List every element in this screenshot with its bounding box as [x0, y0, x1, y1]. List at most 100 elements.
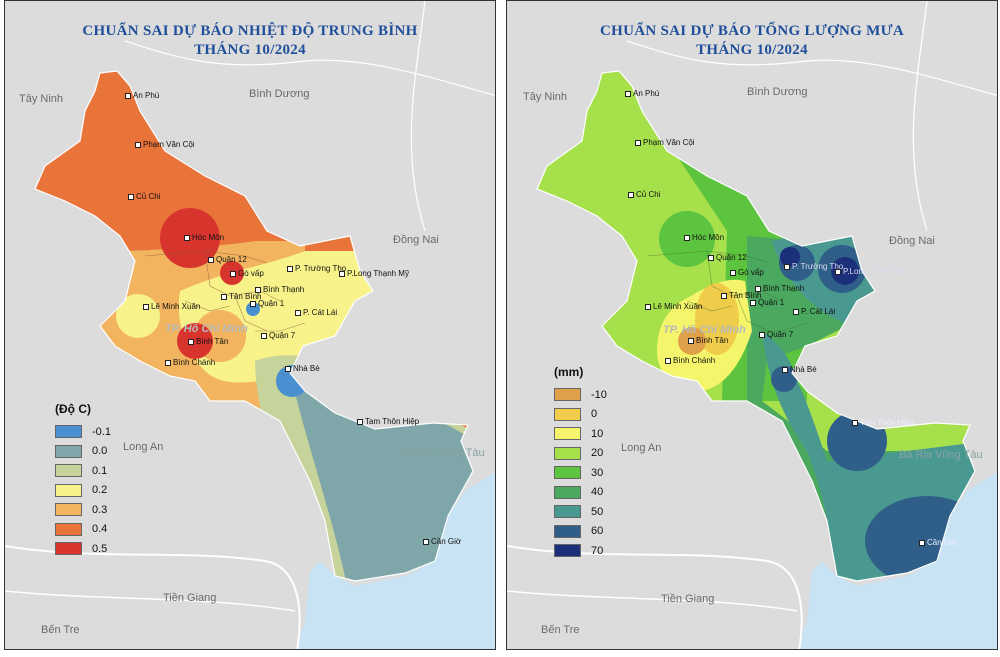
place-marker: Bình Tân — [688, 336, 728, 345]
legend-row: 0.3 — [55, 500, 111, 520]
legend-row: -10 — [554, 385, 607, 405]
legend-row: 40 — [554, 483, 607, 503]
district-borders — [144, 250, 306, 332]
place-marker: Bình Tân — [188, 337, 228, 346]
legend-row: 0.1 — [55, 461, 111, 481]
legend-swatch — [554, 524, 581, 538]
rainfall-legend: (mm) -10 0 10 20 30 40 50 60 70 — [554, 365, 607, 561]
legend-row: 0.5 — [55, 539, 111, 559]
point-icon — [188, 338, 194, 345]
legend-label: 0.1 — [92, 464, 108, 477]
region-label: Bà Rịa Vũng Tàu — [899, 449, 983, 461]
place-marker: Gò vấp — [230, 269, 264, 278]
legend-swatch — [554, 505, 581, 519]
place-marker: Hóc Môn — [684, 233, 724, 242]
legend-swatch — [554, 466, 581, 480]
place-marker: Quận 7 — [261, 331, 295, 340]
legend-swatch — [55, 483, 82, 497]
legend-swatch — [554, 446, 581, 460]
legend-label: -10 — [591, 388, 607, 401]
point-icon — [261, 332, 267, 339]
point-icon — [688, 337, 694, 344]
legend-swatch — [554, 427, 581, 441]
province-border — [912, 1, 928, 232]
legend-label: 0.5 — [92, 542, 108, 555]
point-icon — [128, 193, 134, 200]
rainfall-anomaly-map: CHUẨN SAI DỰ BÁO TỔNG LƯỢNG MƯA THÁNG 10… — [506, 0, 998, 650]
river — [5, 590, 296, 612]
region-label: Đồng Nai — [889, 235, 935, 247]
river — [507, 590, 798, 612]
legend-label: 0.2 — [92, 484, 108, 497]
legend-label: 20 — [591, 447, 604, 460]
point-icon — [625, 90, 631, 97]
district-borders — [646, 250, 808, 332]
place-marker: Cần Giờ — [919, 538, 957, 547]
province-outline — [536, 70, 976, 582]
legend-swatch — [55, 503, 82, 517]
region-label: Bình Dương — [747, 86, 808, 98]
place-marker: Gò vấp — [730, 268, 764, 277]
place-marker: Quận 12 — [208, 255, 247, 264]
place-marker: Phạm Văn Cội — [135, 140, 195, 149]
region-label: Long An — [621, 442, 662, 454]
legend-title: (mm) — [554, 365, 584, 379]
place-marker: Bình Thạnh — [255, 285, 304, 294]
legend-swatch — [554, 485, 581, 499]
region-label: Bến Tre — [41, 624, 80, 636]
legend-label: 0 — [591, 408, 598, 421]
sea — [797, 472, 997, 649]
city-label: TP. Hồ Chí Minh — [165, 323, 248, 335]
legend-row: 0.2 — [55, 481, 111, 501]
point-icon — [635, 139, 641, 146]
province-border — [410, 1, 426, 232]
place-marker: Lê Minh Xuân — [143, 302, 200, 311]
place-marker: Hóc Môn — [184, 233, 224, 242]
legend-row: 10 — [554, 424, 607, 444]
legend-swatch — [55, 444, 82, 458]
point-icon — [165, 359, 171, 366]
legend-row: 0 — [554, 405, 607, 425]
point-icon — [184, 234, 190, 241]
point-icon — [730, 269, 736, 276]
region-label: Bà Rịa Vũng Tàu — [401, 447, 485, 459]
point-icon — [357, 418, 363, 425]
place-marker: P. Cát Lái — [793, 307, 835, 316]
legend-swatch — [55, 542, 82, 556]
place-marker: Bình Chánh — [665, 356, 715, 365]
point-icon — [339, 270, 345, 277]
legend-label: 10 — [591, 427, 604, 440]
title-line-2: THÁNG 10/2024 — [194, 42, 306, 58]
legend-swatch — [554, 388, 581, 402]
region-label: Tiền Giang — [163, 592, 217, 604]
place-marker: An Phú — [625, 89, 659, 98]
legend-label: 30 — [591, 466, 604, 479]
point-icon — [143, 303, 149, 310]
point-icon — [423, 538, 429, 545]
legend-label: -0.1 — [92, 425, 111, 438]
legend-row: 70 — [554, 541, 607, 561]
point-icon — [708, 254, 714, 261]
point-icon — [793, 308, 799, 315]
place-marker: P.Long Thạnh Mỹ — [339, 269, 409, 278]
place-marker: An Phú — [125, 91, 159, 100]
point-icon — [721, 292, 727, 299]
legend-swatch — [55, 425, 82, 439]
legend-label: 50 — [591, 505, 604, 518]
legend-label: 60 — [591, 525, 604, 538]
point-icon — [208, 256, 214, 263]
legend-row: 20 — [554, 444, 607, 464]
place-marker: Quận 1 — [250, 299, 284, 308]
point-icon — [835, 268, 841, 275]
point-icon — [250, 300, 256, 307]
region-label: Tiền Giang — [661, 593, 715, 605]
point-icon — [782, 366, 788, 373]
place-marker: Nhà Bè — [782, 365, 817, 374]
place-marker: Tam Thôn Hiệp — [852, 418, 914, 427]
point-icon — [221, 293, 227, 300]
temperature-anomaly-map: CHUẨN SAI DỰ BÁO NHIỆT ĐỘ TRUNG BÌNH THÁ… — [4, 0, 496, 650]
place-marker: Củ Chi — [128, 192, 160, 201]
place-marker: P.Long Thạnh Mỹ — [835, 267, 905, 276]
legend-swatch — [55, 522, 82, 536]
point-icon — [125, 92, 131, 99]
